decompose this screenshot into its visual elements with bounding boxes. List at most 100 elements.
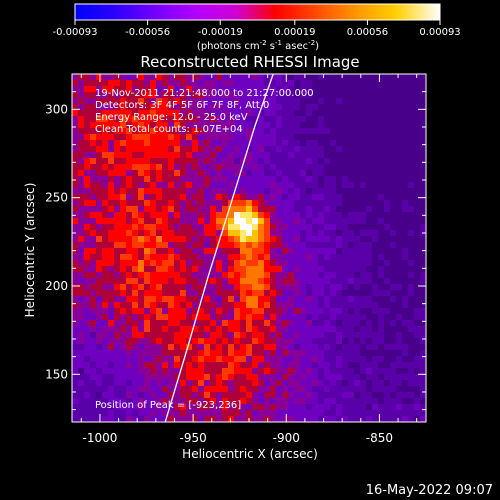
heatmap-pixel (384, 320, 391, 327)
heatmap-pixel (372, 218, 379, 225)
heatmap-pixel (168, 374, 175, 381)
heatmap-pixel (90, 368, 97, 375)
heatmap-pixel (216, 218, 223, 225)
heatmap-pixel (342, 188, 349, 195)
heatmap-pixel (300, 134, 307, 141)
heatmap-pixel (336, 140, 343, 147)
heatmap-pixel (156, 344, 163, 351)
heatmap-pixel (216, 374, 223, 381)
heatmap-pixel (114, 386, 121, 393)
heatmap-pixel (408, 212, 415, 219)
heatmap-pixel (132, 86, 139, 93)
heatmap-pixel (282, 308, 289, 315)
heatmap-pixel (288, 158, 295, 165)
heatmap-pixel (384, 230, 391, 237)
heatmap-pixel (252, 188, 259, 195)
heatmap-pixel (348, 98, 355, 105)
heatmap-pixel (234, 248, 241, 255)
heatmap-pixel (402, 140, 409, 147)
heatmap-pixel (126, 224, 133, 231)
heatmap-pixel (210, 350, 217, 357)
heatmap-pixel (264, 248, 271, 255)
heatmap-pixel (204, 350, 211, 357)
heatmap-pixel (204, 236, 211, 243)
plot-annotations: 19-Nov-2011 21:21:48.000 to 21:27:00.000… (95, 88, 314, 411)
heatmap-pixel (150, 308, 157, 315)
heatmap-pixel (348, 212, 355, 219)
heatmap-pixel (336, 308, 343, 315)
heatmap-pixel (390, 374, 397, 381)
heatmap-pixel (402, 200, 409, 207)
heatmap-pixel (312, 212, 319, 219)
heatmap-pixel (192, 284, 199, 291)
heatmap-pixel (378, 236, 385, 243)
heatmap-pixel (330, 74, 337, 81)
heatmap-pixel (396, 248, 403, 255)
heatmap-pixel (330, 152, 337, 159)
heatmap-pixel (150, 152, 157, 159)
heatmap-pixel (186, 158, 193, 165)
heatmap-pixel (264, 398, 271, 405)
heatmap-pixel (354, 362, 361, 369)
heatmap-pixel (336, 188, 343, 195)
heatmap-pixel (114, 398, 121, 405)
heatmap-pixel (318, 122, 325, 129)
heatmap-pixel (90, 98, 97, 105)
heatmap-pixel (360, 350, 367, 357)
heatmap-pixel (420, 290, 426, 297)
heatmap-pixel (174, 170, 181, 177)
heatmap-pixel (138, 158, 145, 165)
heatmap-pixel (90, 260, 97, 267)
heatmap-pixel (90, 206, 97, 213)
heatmap-pixel (168, 116, 175, 123)
heatmap-pixel (126, 254, 133, 261)
heatmap-pixel (240, 410, 247, 417)
heatmap-pixel (360, 284, 367, 291)
heatmap-pixel (156, 134, 163, 141)
heatmap-pixel (138, 404, 145, 411)
heatmap-pixel (360, 116, 367, 123)
heatmap-pixel (204, 158, 211, 165)
heatmap-pixel (156, 116, 163, 123)
heatmap-pixel (282, 176, 289, 183)
heatmap-pixel (348, 206, 355, 213)
heatmap-pixel (294, 314, 301, 321)
heatmap-pixel (90, 218, 97, 225)
heatmap-pixel (216, 92, 223, 99)
heatmap-pixel (210, 206, 217, 213)
heatmap-pixel (84, 326, 91, 333)
heatmap-pixel (102, 80, 109, 87)
heatmap-pixel (234, 224, 241, 231)
heatmap-pixel (318, 404, 325, 411)
heatmap-pixel (240, 98, 247, 105)
colorbar-unit-exponent-3: -2 (308, 39, 315, 47)
heatmap-pixel (414, 212, 421, 219)
heatmap-pixel (78, 344, 85, 351)
heatmap-pixel (402, 230, 409, 237)
heatmap-pixel (342, 194, 349, 201)
heatmap-pixel (258, 116, 265, 123)
heatmap-pixel (294, 146, 301, 153)
heatmap-pixel (258, 242, 265, 249)
heatmap-pixel (408, 80, 415, 87)
heatmap-pixel (84, 158, 91, 165)
heatmap-pixel (210, 122, 217, 129)
heatmap-pixel (276, 116, 283, 123)
heatmap-pixel (72, 278, 79, 285)
heatmap-pixel (312, 140, 319, 147)
heatmap-pixel (216, 176, 223, 183)
heatmap-pixel (342, 170, 349, 177)
heatmap-pixel (258, 230, 265, 237)
heatmap-pixel (96, 212, 103, 219)
heatmap-pixel (222, 254, 229, 261)
heatmap-pixel (210, 302, 217, 309)
heatmap-pixel (144, 212, 151, 219)
heatmap-pixel (234, 416, 241, 422)
heatmap-pixel (78, 296, 85, 303)
heatmap-pixel (240, 302, 247, 309)
heatmap-pixel (216, 326, 223, 333)
heatmap-pixel (162, 128, 169, 135)
heatmap-pixel (390, 86, 397, 93)
heatmap-pixel (180, 386, 187, 393)
heatmap-pixel (366, 398, 373, 405)
